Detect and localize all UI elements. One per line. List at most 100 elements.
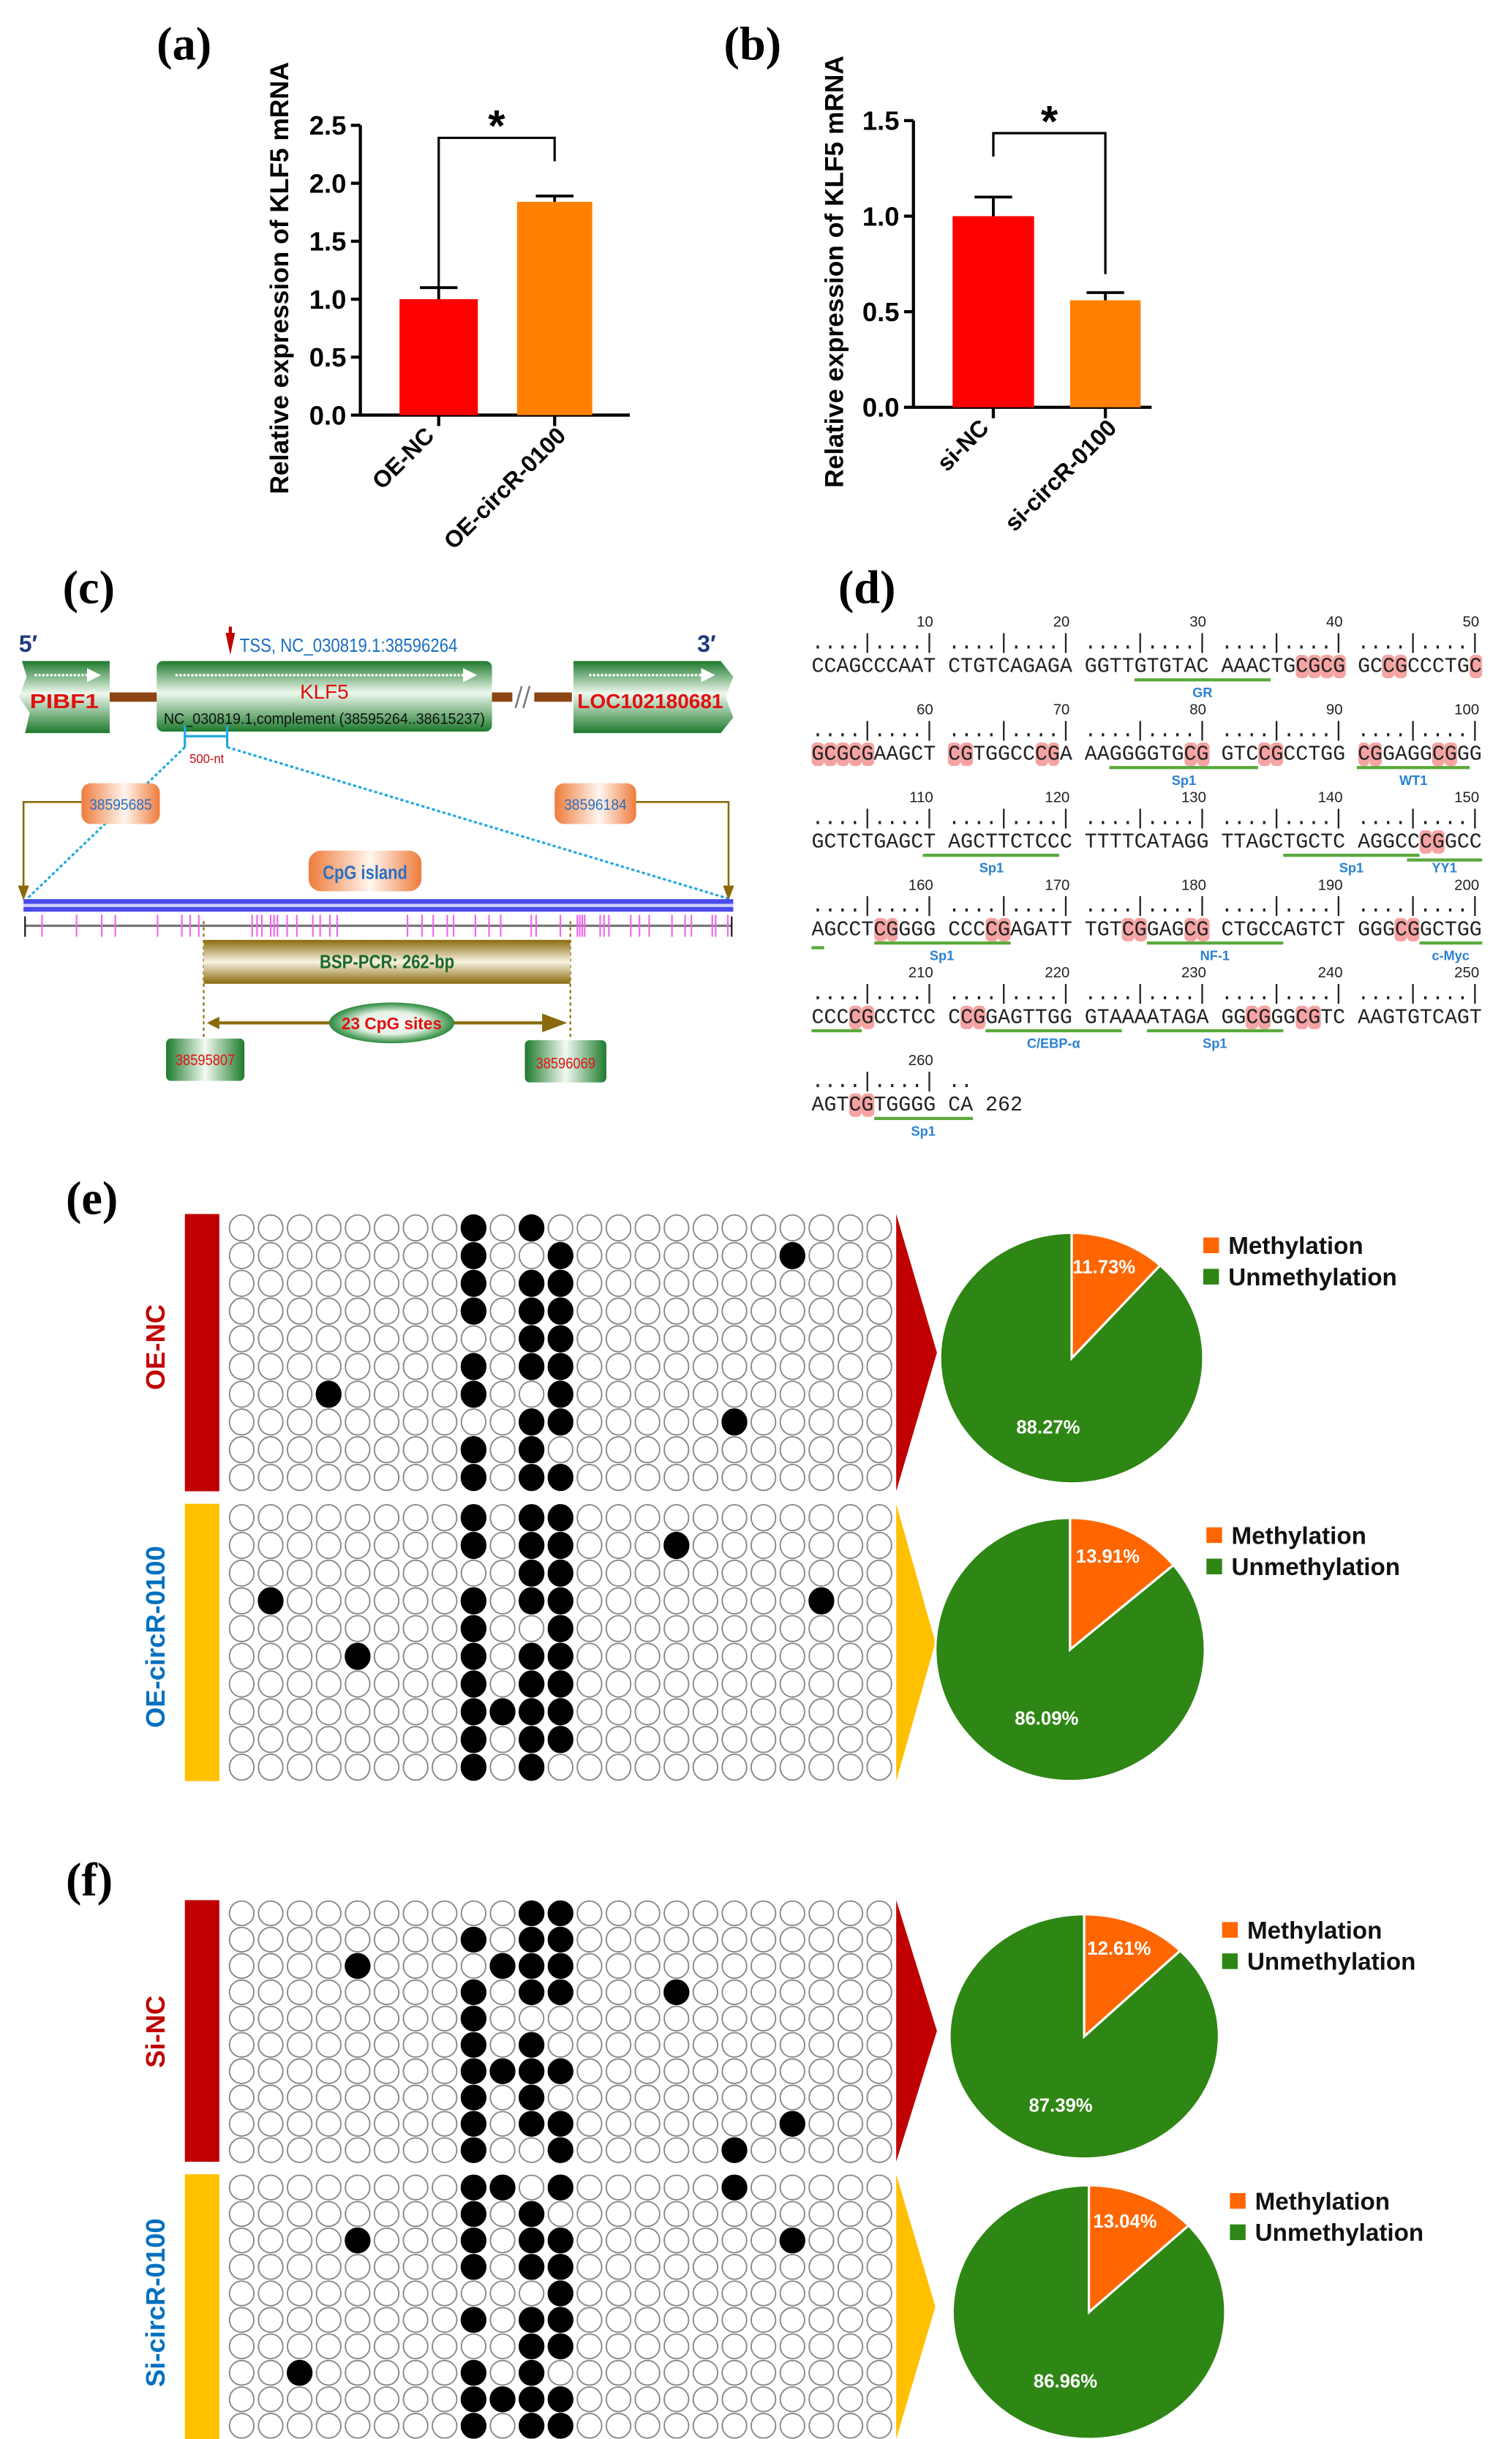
bar-chart-a: 0.0 0.5 1.0 1.5 2.0 2.5 OE-NC OE-circR-0100 * Rel…	[266, 62, 631, 555]
methylated-cpg	[460, 1979, 487, 2005]
unmethylated-cpg	[866, 2333, 892, 2360]
unmethylated-cpg	[576, 2280, 603, 2307]
unmethylated-cpg	[750, 1531, 777, 1560]
unmethylated-cpg	[432, 2307, 458, 2333]
methylated-cpg	[547, 1587, 573, 1615]
base: C	[973, 830, 986, 854]
tf-site-label: Sp1	[1171, 772, 1197, 789]
base: C	[948, 1093, 961, 1117]
unmethylated-cpg	[315, 2111, 342, 2137]
unmethylated-cpg	[576, 1953, 603, 1979]
unmethylated-cpg	[257, 1241, 284, 1269]
unmethylated-cpg	[750, 1380, 777, 1408]
unmethylated-cpg	[432, 1642, 458, 1670]
methylated-cpg	[518, 1726, 545, 1754]
base: G	[1221, 1005, 1234, 1029]
base: T	[836, 830, 849, 854]
unmethylated-cpg	[837, 1900, 864, 1927]
unmethylated-cpg	[721, 2084, 748, 2111]
unmethylated-cpg	[432, 2058, 458, 2084]
methylated-cpg	[518, 2413, 545, 2439]
methylation-panels: OE-NC 11.73% 88.27% Methylation Unmethylatio…	[140, 1214, 1423, 2439]
unmethylated-cpg	[634, 2307, 661, 2333]
unmethylated-cpg	[489, 1269, 516, 1297]
unmethylated-cpg	[576, 1615, 603, 1642]
unmethylated-cpg	[345, 1214, 371, 1242]
unmethylated-cpg	[518, 1241, 545, 1269]
base: T	[1159, 742, 1172, 767]
unmethylated-cpg	[837, 2137, 864, 2163]
methylated-cpg	[489, 1953, 516, 1979]
methylated-cpg	[489, 2386, 516, 2413]
sequence-bases: GCGCGAAGCT CGTGGCCCGA AAGGGGTGCG GTCCGCC…	[811, 742, 1482, 767]
unmethylated-cpg	[750, 1754, 777, 1781]
unmethylated-cpg	[373, 1900, 400, 1927]
unmethylated-cpg	[634, 2386, 661, 2413]
unmethylated-cpg	[315, 1241, 342, 1269]
base: C	[873, 1005, 887, 1029]
base: C	[1271, 917, 1284, 942]
unmethylated-cpg	[692, 1353, 719, 1380]
unmethylated-cpg	[779, 1953, 805, 1979]
unmethylated-cpg	[489, 1559, 516, 1587]
unmethylated-cpg	[228, 2174, 255, 2201]
panel-label-e: (e)	[66, 1173, 118, 1225]
base: T	[1097, 1005, 1110, 1029]
unmethylated-cpg	[663, 1463, 690, 1492]
unmethylated-cpg	[634, 1353, 661, 1380]
base: A	[998, 1005, 1010, 1029]
base: C	[849, 917, 862, 942]
unmethylated-cpg	[605, 1726, 632, 1754]
unmethylated-cpg	[605, 1926, 632, 1953]
unmethylated-cpg	[373, 2032, 400, 2058]
unmethylated-cpg	[286, 2227, 313, 2254]
unmethylated-cpg	[286, 1503, 313, 1532]
unmethylated-cpg	[432, 1726, 458, 1754]
base: A	[811, 917, 824, 942]
unmethylated-cpg	[750, 2201, 777, 2228]
unmethylated-cpg	[663, 1953, 690, 1979]
unmethylated-cpg	[432, 2201, 458, 2228]
methylated-cpg	[315, 1380, 342, 1408]
unmethylated-cpg	[228, 2227, 255, 2254]
tf-site-underline	[1419, 941, 1482, 945]
ruler: ....|....| ....|....| ....|....| ....|..…	[811, 894, 1481, 918]
base: T	[1159, 1005, 1172, 1029]
unmethylated-cpg	[402, 1353, 429, 1380]
unmethylated-cpg	[257, 1670, 284, 1698]
unmethylated-cpg	[692, 1926, 719, 1953]
base: G	[1283, 655, 1296, 679]
cpg-highlight: C	[1295, 655, 1309, 679]
methylated-cpg	[518, 1436, 545, 1464]
unmethylated-cpg	[663, 2137, 690, 2163]
cpg-highlight: C	[1034, 742, 1048, 767]
y-tick-label: 2.5	[309, 110, 347, 140]
unmethylated-cpg	[373, 1953, 400, 1979]
unmethylated-cpg	[228, 1463, 255, 1492]
unmethylated-cpg	[605, 1559, 632, 1587]
methylated-cpg	[460, 1670, 487, 1698]
unmethylated-cpg	[866, 1325, 892, 1353]
unmethylated-cpg	[286, 1436, 313, 1464]
unmethylated-cpg	[721, 1503, 748, 1532]
unmethylated-cpg	[489, 2333, 516, 2360]
pie-slice-methylation	[1070, 1231, 1162, 1361]
unmethylated-cpg	[432, 1670, 458, 1698]
unmethylated-cpg	[837, 1587, 864, 1615]
unmethylated-cpg	[228, 2386, 255, 2413]
unmethylated-cpg	[779, 1754, 805, 1781]
methylated-cpg	[663, 1531, 690, 1560]
unmethylated-cpg	[576, 1559, 603, 1587]
bsp-sequence: 10 20 30 40 50 ....|....| ....|....| ....|...…	[811, 614, 1509, 1146]
methylated-cpg	[460, 1214, 487, 1242]
unmethylated-cpg	[605, 1241, 632, 1269]
unmethylated-cpg	[837, 1408, 864, 1436]
base: C	[1246, 742, 1259, 767]
unmethylated-cpg	[402, 2386, 429, 2413]
unmethylated-cpg	[315, 1408, 342, 1436]
methylated-cpg	[547, 2174, 573, 2201]
unmethylated-cpg	[779, 2005, 805, 2032]
methylated-cpg	[547, 2386, 573, 2413]
unmethylated-cpg	[257, 1436, 284, 1464]
